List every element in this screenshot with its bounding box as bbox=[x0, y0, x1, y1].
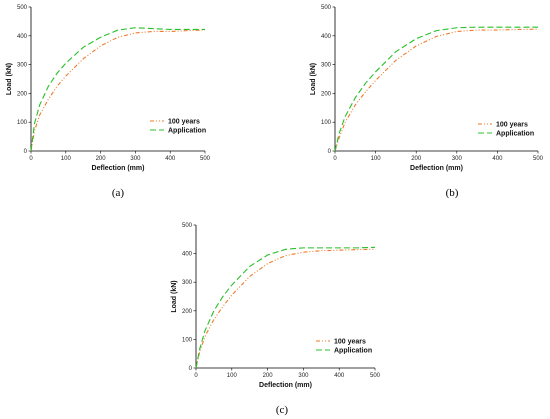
panel-label: (a) bbox=[112, 187, 125, 199]
legend-label: 100 years bbox=[496, 122, 528, 129]
y-tick-label: 300 bbox=[321, 63, 332, 69]
x-tick-label: 400 bbox=[165, 156, 176, 162]
x-tick-label: 300 bbox=[452, 156, 463, 162]
y-tick-label: 100 bbox=[182, 337, 193, 343]
y-tick-label: 100 bbox=[321, 120, 332, 126]
chart-panel-c: 0 100 200 300 400 500 0 100 200 300 400 500 Deflecti… bbox=[171, 223, 381, 416]
series-line-application bbox=[334, 26, 538, 152]
series-line-application bbox=[195, 246, 376, 369]
y-tick-label: 400 bbox=[182, 252, 193, 258]
x-axis-title: Deflection (mm) bbox=[259, 382, 312, 389]
x-tick-label: 100 bbox=[371, 156, 382, 162]
x-tick-label: 500 bbox=[370, 373, 381, 379]
legend-label: Application bbox=[496, 131, 534, 138]
x-tick-label: 400 bbox=[492, 156, 503, 162]
legend-label: 100 years bbox=[168, 119, 200, 126]
y-axis-title: Load (kN) bbox=[6, 63, 13, 95]
y-tick-label: 500 bbox=[17, 5, 28, 11]
x-tick-label: 200 bbox=[411, 156, 422, 162]
x-tick-label: 200 bbox=[96, 156, 107, 162]
y-tick-label: 400 bbox=[321, 34, 332, 40]
y-tick-label: 300 bbox=[182, 280, 193, 286]
y-tick-label: 400 bbox=[17, 34, 28, 40]
x-tick-label: 0 bbox=[29, 156, 33, 162]
panel-label: (b) bbox=[446, 187, 459, 199]
legend-label: 100 years bbox=[334, 339, 366, 346]
y-tick-label: 100 bbox=[17, 120, 28, 126]
x-tick-label: 500 bbox=[200, 156, 211, 162]
y-tick-label: 0 bbox=[24, 149, 28, 155]
x-tick-label: 500 bbox=[533, 156, 544, 162]
y-tick-label: 0 bbox=[328, 149, 332, 155]
chart-panel-a: 0 100 200 300 400 500 0 100 200 300 400 500 Deflecti… bbox=[6, 5, 211, 199]
series-line-application bbox=[30, 27, 205, 152]
x-tick-label: 200 bbox=[263, 373, 274, 379]
y-tick-label: 500 bbox=[182, 223, 193, 229]
x-tick-label: 0 bbox=[333, 156, 337, 162]
y-tick-label: 200 bbox=[321, 91, 332, 97]
x-tick-label: 100 bbox=[61, 156, 72, 162]
x-tick-label: 300 bbox=[130, 156, 141, 162]
y-tick-label: 300 bbox=[17, 63, 28, 69]
legend-label: Application bbox=[334, 348, 372, 355]
x-tick-label: 400 bbox=[334, 373, 345, 379]
legend-label: Application bbox=[168, 128, 206, 135]
y-tick-label: 0 bbox=[189, 366, 193, 372]
y-tick-label: 200 bbox=[17, 91, 28, 97]
panel-label: (c) bbox=[276, 404, 289, 416]
y-axis-title: Load (kN) bbox=[310, 63, 317, 95]
x-axis-title: Deflection (mm) bbox=[92, 165, 145, 172]
x-axis-title: Deflection (mm) bbox=[410, 165, 463, 172]
y-axis-title: Load (kN) bbox=[171, 280, 178, 312]
series-line-100-years bbox=[334, 28, 539, 152]
y-tick-label: 500 bbox=[321, 5, 332, 11]
x-tick-label: 100 bbox=[227, 373, 238, 379]
x-tick-label: 300 bbox=[298, 373, 309, 379]
x-tick-label: 0 bbox=[194, 373, 198, 379]
chart-panel-b: 0 100 200 300 400 500 0 100 200 300 400 500 Deflecti… bbox=[310, 5, 544, 199]
y-tick-label: 200 bbox=[182, 309, 193, 315]
